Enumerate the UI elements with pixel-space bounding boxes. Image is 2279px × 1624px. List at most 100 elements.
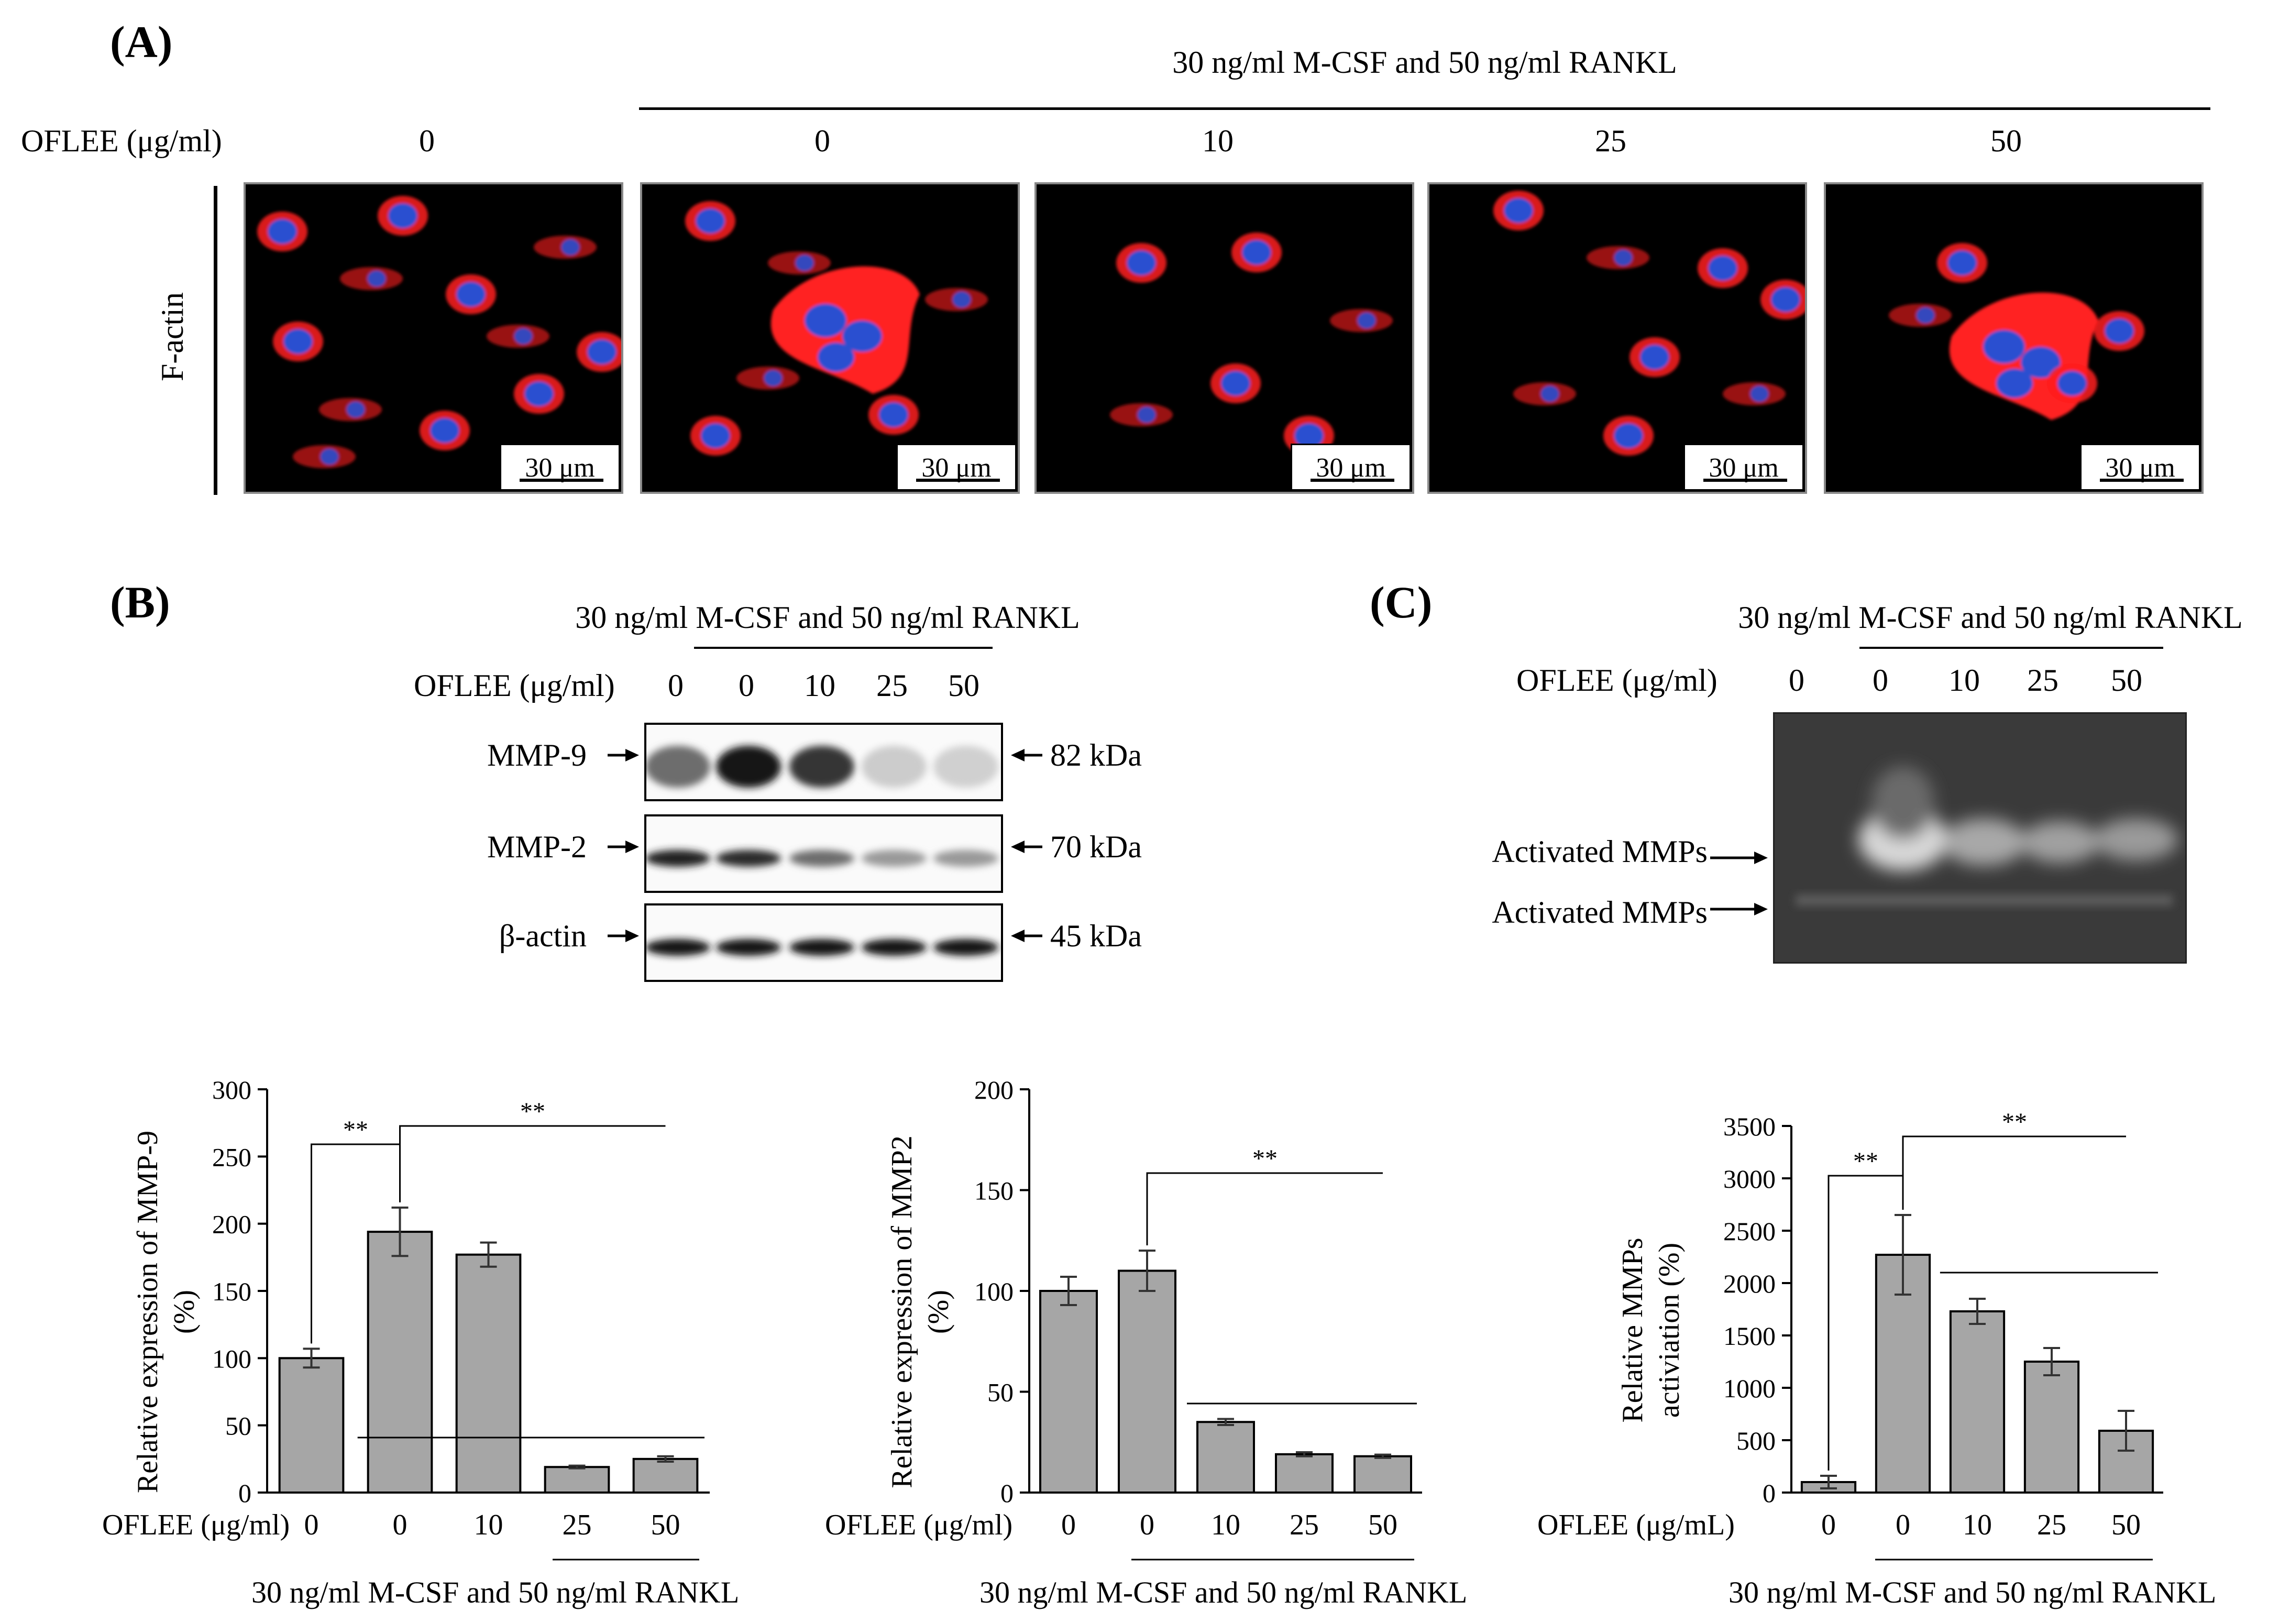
y-axis-label: (%) (922, 1290, 955, 1334)
scale-bar-line (520, 479, 603, 482)
y-tick-label: 0 (1000, 1478, 1014, 1508)
blot-size-1: 70 kDa (1050, 830, 1142, 864)
scale-bar-label: 30 μm (525, 453, 595, 483)
y-tick-label: 200 (212, 1210, 251, 1239)
significance-bracket (399, 1125, 666, 1202)
bar (1275, 1453, 1334, 1494)
x-tick-label: 50 (1368, 1509, 1397, 1541)
y-axis-label: Relative MMPs (1616, 1238, 1649, 1422)
panel-a-dose-label: OFLEE (μg/ml) (21, 124, 222, 158)
y-tick-label: 100 (212, 1344, 251, 1373)
zymo-arrow-2 (1710, 903, 1768, 915)
y-axis-label: Relative expression of MMP2 (886, 1135, 918, 1488)
panel-b-dose-1: 0 (739, 668, 754, 703)
zymogram-gel (1773, 712, 2187, 964)
panel-b-dose-0: 0 (668, 668, 684, 703)
bar (278, 1357, 345, 1494)
scale-bar-label: 30 μm (1316, 453, 1386, 483)
f-actin-micrograph-3: 30 μm (1427, 182, 1807, 494)
y-tick-label: 150 (974, 1176, 1014, 1206)
x-tick-label: 10 (1211, 1509, 1240, 1541)
panel-c-treatment-line (1859, 647, 2163, 649)
scale-bar-label: 30 μm (2105, 453, 2175, 483)
panel-a-dose-4: 50 (1990, 124, 2022, 158)
scale-bar-line (2100, 479, 2184, 482)
x-tick-label: 10 (1963, 1509, 1992, 1541)
panel-c-dose-2: 10 (1948, 663, 1980, 698)
panel-c-dose-0: 0 (1789, 663, 1804, 698)
blot-arrow-right-2 (1011, 930, 1042, 942)
y-tick-label: 250 (212, 1142, 251, 1172)
x-tick-label: 0 (1896, 1509, 1910, 1541)
x-axis-label: OFLEE (μg/ml) (102, 1509, 290, 1541)
y-tick-label: 2500 (1723, 1217, 1776, 1246)
zymo-band-label-2: Activated MMPs (1492, 895, 1708, 930)
blot-label-0: MMP-9 (487, 738, 587, 772)
y-tick-label: 100 (974, 1277, 1014, 1306)
x-tick-label: 0 (1061, 1509, 1076, 1541)
x-tick-label: 50 (651, 1509, 680, 1541)
blot-arrow-left-2 (608, 930, 639, 942)
panel-b-dose-2: 10 (804, 668, 835, 703)
y-tick-label: 200 (974, 1075, 1014, 1104)
panel-a-dose-0: 0 (419, 124, 435, 158)
significance-bracket (1902, 1135, 2126, 1210)
bar (544, 1466, 610, 1494)
y-tick-label: 300 (212, 1075, 251, 1104)
x-tick-label: 0 (393, 1509, 408, 1541)
blot-arrow-left-1 (608, 841, 639, 853)
f-actin-micrograph-4: 30 μm (1824, 182, 2204, 494)
panel-b-treatment: 30 ng/ml M-CSF and 50 ng/ml RANKL (575, 600, 1080, 635)
significance-bracket (1146, 1172, 1383, 1245)
panel-a-label: (A) (110, 17, 173, 67)
panel-a-dose-2: 10 (1202, 124, 1234, 158)
scale-bar-0: 30 μm (500, 444, 620, 491)
panel-c-dose-label: OFLEE (μg/ml) (1516, 663, 1717, 698)
bar (367, 1231, 433, 1494)
y-tick-label: 50 (225, 1411, 251, 1441)
blot-size-0: 82 kDa (1050, 738, 1142, 772)
scale-bar-2: 30 μm (1291, 444, 1411, 491)
scale-bar-line (1311, 479, 1394, 482)
f-actin-micrograph-2: 30 μm (1034, 182, 1414, 494)
scale-bar-line (916, 479, 1000, 482)
blot-arrow-left-0 (608, 749, 639, 761)
f-actin-micrograph-1: 30 μm (640, 182, 1020, 494)
bar (1949, 1310, 2006, 1494)
x-tick-label: 0 (1140, 1509, 1154, 1541)
f-actin-micrograph-0: 30 μm (244, 182, 623, 494)
x-tick-label: 25 (2037, 1509, 2066, 1541)
bar (1196, 1421, 1255, 1494)
x-tick-label: 10 (474, 1509, 503, 1541)
zymo-band-label-1: Activated MMPs (1492, 834, 1708, 869)
y-axis-label: Relative expression of MMP-9 (131, 1131, 164, 1493)
y-tick-label: 0 (1763, 1478, 1776, 1508)
bar (2098, 1430, 2154, 1494)
y-axis-label: (%) (168, 1290, 201, 1334)
bar (1118, 1269, 1176, 1494)
y-tick-label: 50 (987, 1378, 1014, 1407)
panel-a-dose-1: 0 (814, 124, 830, 158)
y-axis-label: activiation (%) (1653, 1243, 1686, 1418)
blot-arrow-right-1 (1011, 841, 1042, 853)
blot-label-2: β-actin (499, 919, 587, 953)
significance-mark: ** (1252, 1145, 1278, 1173)
panel-a-row-line (214, 186, 217, 495)
panel-c-dose-3: 25 (2027, 663, 2058, 698)
panel-a-treatment: 30 ng/ml M-CSF and 50 ng/ml RANKL (1172, 45, 1677, 80)
bar (632, 1457, 699, 1494)
bar (2023, 1361, 2080, 1494)
treatment-label: 30 ng/ml M-CSF and 50 ng/ml RANKL (979, 1575, 1467, 1609)
y-tick-label: 3500 (1723, 1112, 1776, 1141)
panel-c-label: (C) (1370, 577, 1433, 627)
scale-bar-line (1703, 479, 1787, 482)
panel-b-treatment-line (694, 647, 993, 649)
y-tick-label: 500 (1736, 1426, 1776, 1455)
x-tick-label: 0 (304, 1509, 319, 1541)
blot-0 (644, 723, 1003, 801)
y-tick-label: 1000 (1723, 1374, 1776, 1403)
bar (1039, 1290, 1098, 1494)
y-tick-label: 0 (238, 1478, 251, 1508)
blot-2 (644, 903, 1003, 982)
significance-bracket (311, 1143, 401, 1344)
